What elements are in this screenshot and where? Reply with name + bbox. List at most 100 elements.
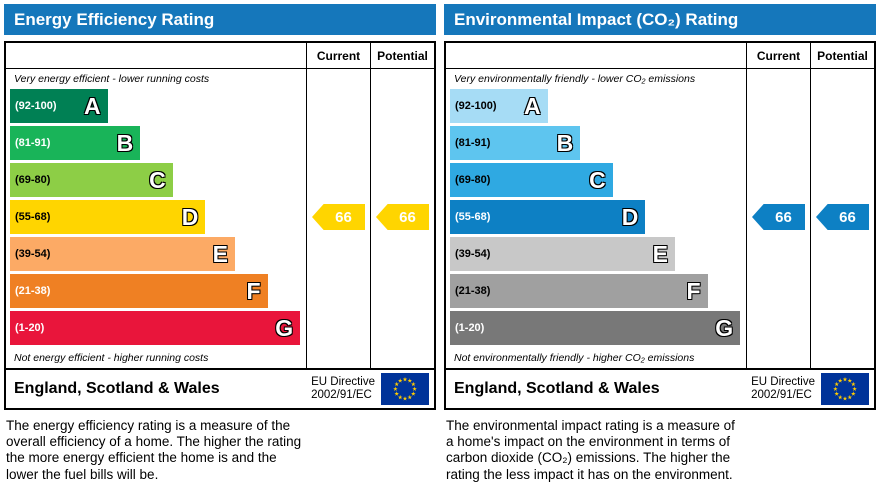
environmental-impact-description: The environmental impact rating is a mea…: [444, 418, 876, 483]
band-bar-f: (21-38) F: [10, 274, 268, 308]
energy-efficiency-title: Energy Efficiency Rating: [4, 4, 436, 35]
eu-directive-label: EU Directive 2002/91/EC: [311, 376, 375, 402]
bottom-caption: Not environmentally friendly - higher CO…: [454, 352, 695, 364]
band-letter: C: [149, 166, 166, 193]
band-range-label: (69-80): [15, 174, 51, 186]
band-row-c: (69-80) C: [10, 163, 306, 197]
rating-table: Current Potential Very environmentally f…: [446, 43, 874, 368]
band-row-b: (81-91) B: [10, 126, 306, 160]
description-line: The energy efficiency rating is a measur…: [6, 418, 291, 433]
band-row-c: (69-80) C: [450, 163, 746, 197]
band-bar-f: (21-38) F: [450, 274, 708, 308]
band-row-g: (1-20) G: [10, 311, 306, 345]
potential-value-column: 66: [810, 69, 874, 368]
band-row-e: (39-54) E: [450, 237, 746, 271]
band-bar-g: (1-20) G: [450, 311, 741, 345]
band-range-label: (81-91): [15, 137, 51, 149]
band-letter: E: [652, 240, 668, 267]
chart-footer: England, Scotland & Wales EU Directive 2…: [446, 368, 874, 408]
band-row-e: (39-54) E: [10, 237, 306, 271]
potential-rating-arrow: 66: [376, 204, 429, 230]
potential-column-header: Potential: [810, 43, 874, 69]
description-line: the more energy efficient the home is an…: [6, 450, 277, 466]
current-value-column: 66: [746, 69, 810, 368]
rating-bands: (92-100) A (81-91) B (69-80) C (55-68) D (39-54)…: [6, 89, 306, 345]
band-range-label: (39-54): [455, 248, 491, 260]
band-range-label: (69-80): [455, 174, 491, 186]
chart-corner-cell: [6, 43, 306, 69]
band-row-f: (21-38) F: [10, 274, 306, 308]
band-range-label: (92-100): [15, 100, 57, 112]
band-bar-d: (55-68) D: [450, 200, 646, 234]
band-letter: A: [84, 92, 101, 119]
eu-directive-label: EU Directive 2002/91/EC: [751, 376, 815, 402]
chart-footer: England, Scotland & Wales EU Directive 2…: [6, 368, 434, 408]
band-row-b: (81-91) B: [450, 126, 746, 160]
eu-directive-line2: 2002/91/EC: [311, 389, 372, 401]
description-line: lower the fuel bills will be.: [6, 466, 159, 482]
band-bar-c: (69-80) C: [450, 163, 613, 197]
band-range-label: (81-91): [455, 137, 491, 149]
band-letter: B: [556, 129, 574, 156]
bands-area: Very energy efficient - lower running co…: [6, 69, 306, 368]
region-label: England, Scotland & Wales: [454, 380, 660, 397]
potential-value-column: 66: [370, 69, 434, 368]
band-letter: A: [524, 92, 541, 119]
current-rating-arrow: 66: [752, 204, 805, 230]
band-bar-b: (81-91) B: [450, 126, 581, 160]
eu-directive-line2: 2002/91/EC: [751, 389, 812, 401]
band-row-a: (92-100) A: [450, 89, 746, 123]
band-bar-a: (92-100) A: [450, 89, 548, 123]
description-line: The environmental impact rating is a mea…: [446, 418, 735, 433]
band-letter: G: [715, 314, 734, 341]
band-range-label: (39-54): [15, 248, 51, 260]
description-line: carbon dioxide (CO₂) emissions. The high…: [446, 450, 731, 466]
current-column-header: Current: [306, 43, 370, 69]
band-range-label: (92-100): [455, 100, 497, 112]
band-letter: D: [621, 203, 639, 230]
energy-efficiency-description: The energy efficiency rating is a measur…: [4, 418, 436, 483]
band-row-f: (21-38) F: [450, 274, 746, 308]
description-line: a home's impact on the environment in te…: [446, 434, 730, 450]
top-caption: Very environmentally friendly - lower CO…: [454, 73, 696, 85]
energy-efficiency-chart: Current Potential Very energy efficient …: [4, 41, 436, 410]
band-bar-b: (81-91) B: [10, 126, 141, 160]
band-range-label: (55-68): [15, 211, 51, 223]
band-bar-a: (92-100) A: [10, 89, 108, 123]
energy-efficiency-panel: Energy Efficiency Rating Current Potenti…: [4, 4, 436, 483]
band-bar-e: (39-54) E: [10, 237, 235, 271]
band-row-a: (92-100) A: [10, 89, 306, 123]
chart-corner-cell: [446, 43, 746, 69]
band-letter: B: [116, 129, 134, 156]
band-letter: G: [275, 314, 294, 341]
band-range-label: (1-20): [455, 322, 485, 334]
region-label: England, Scotland & Wales: [14, 380, 220, 397]
current-column-header: Current: [746, 43, 810, 69]
band-letter: F: [686, 277, 701, 304]
current-value-column: 66: [306, 69, 370, 368]
eu-directive-line1: EU Directive: [311, 375, 375, 388]
band-range-label: (21-38): [455, 285, 491, 297]
band-letter: D: [181, 203, 199, 230]
band-bar-e: (39-54) E: [450, 237, 675, 271]
rating-bands: (92-100) A (81-91) B (69-80) C (55-68) D (39-54)…: [446, 89, 746, 345]
eu-directive-line1: EU Directive: [751, 375, 815, 388]
band-range-label: (21-38): [15, 285, 51, 297]
rating-table: Current Potential Very energy efficient …: [6, 43, 434, 368]
band-letter: C: [589, 166, 606, 193]
environmental-impact-panel: Environmental Impact (CO₂) Rating Curren…: [444, 4, 876, 483]
band-range-label: (1-20): [15, 322, 45, 334]
eu-flag-icon: [381, 373, 429, 405]
band-row-d: (55-68) D: [450, 200, 746, 234]
environmental-impact-chart: Current Potential Very environmentally f…: [444, 41, 876, 410]
band-row-d: (55-68) D: [10, 200, 306, 234]
band-letter: E: [212, 240, 228, 267]
band-range-label: (55-68): [455, 211, 491, 223]
bands-area: Very environmentally friendly - lower CO…: [446, 69, 746, 368]
eu-flag-icon: [821, 373, 869, 405]
band-bar-g: (1-20) G: [10, 311, 301, 345]
band-row-g: (1-20) G: [450, 311, 746, 345]
environmental-impact-title: Environmental Impact (CO₂) Rating: [444, 4, 876, 35]
potential-rating-arrow: 66: [816, 204, 869, 230]
